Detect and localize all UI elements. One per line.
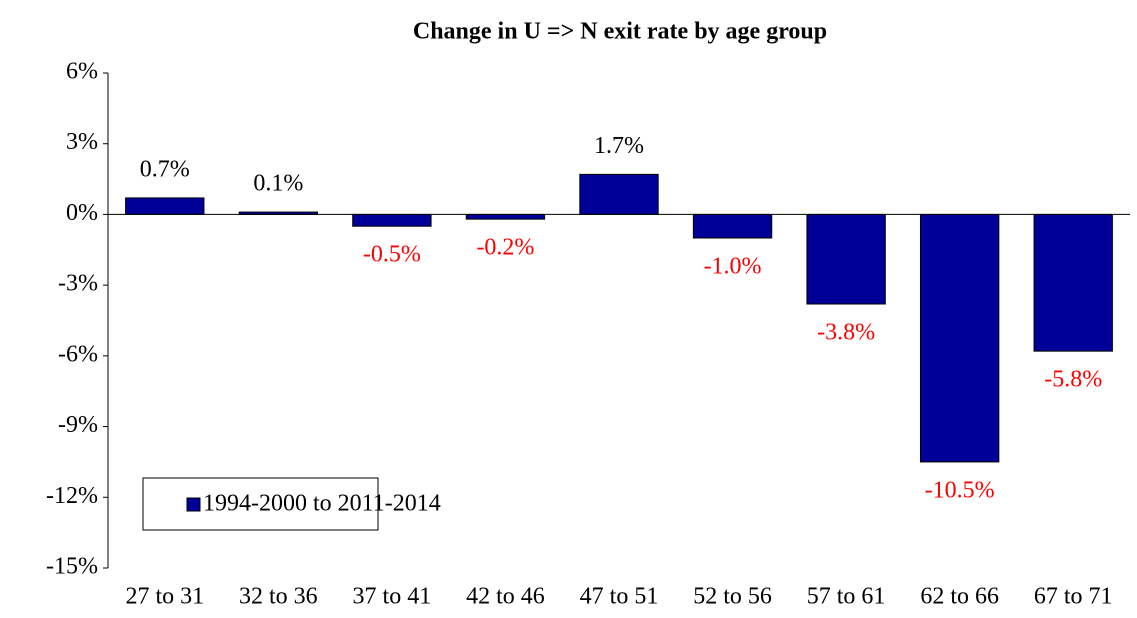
bar [125, 197, 205, 215]
x-tick-label: 37 to 41 [353, 584, 432, 610]
bar [352, 213, 432, 227]
value-label: 0.7% [140, 156, 190, 182]
bar [692, 213, 773, 239]
x-tick-label: 67 to 71 [1034, 584, 1113, 610]
value-label: 0.1% [253, 171, 303, 197]
legend-box [142, 477, 379, 531]
y-tick-label: 0% [66, 200, 98, 226]
y-tick-label: 3% [66, 129, 98, 155]
x-tick-label: 57 to 61 [807, 584, 886, 610]
value-label: -0.5% [363, 242, 421, 268]
bar [919, 213, 1000, 463]
bar [806, 213, 886, 305]
chart-title: Change in U => N exit rate by age group [413, 19, 827, 45]
y-tick-label: -12% [46, 483, 98, 509]
value-label: -1.0% [704, 254, 762, 280]
y-tick-label: -9% [58, 412, 98, 438]
bar [579, 173, 659, 215]
x-tick-label: 32 to 36 [239, 584, 318, 610]
y-tick-label: -3% [58, 271, 98, 297]
x-tick-label: 42 to 46 [466, 584, 545, 610]
y-tick-label: 6% [66, 59, 98, 85]
value-label: -0.2% [476, 235, 534, 261]
value-label: -3.8% [817, 320, 875, 346]
value-label: -5.8% [1044, 367, 1102, 393]
bar [1033, 213, 1113, 352]
bar [465, 213, 546, 220]
y-tick-label: -6% [58, 341, 98, 367]
value-label: -10.5% [925, 477, 995, 503]
legend-swatch [186, 497, 201, 512]
legend-label: 1994-2000 to 2011-2014 [203, 491, 441, 517]
value-label: 1.7% [594, 133, 644, 159]
x-tick-label: 27 to 31 [125, 584, 204, 610]
x-tick-label: 62 to 66 [920, 584, 999, 610]
x-tick-label: 47 to 51 [580, 584, 659, 610]
x-tick-label: 52 to 56 [693, 584, 772, 610]
y-tick-label: -15% [46, 554, 98, 580]
